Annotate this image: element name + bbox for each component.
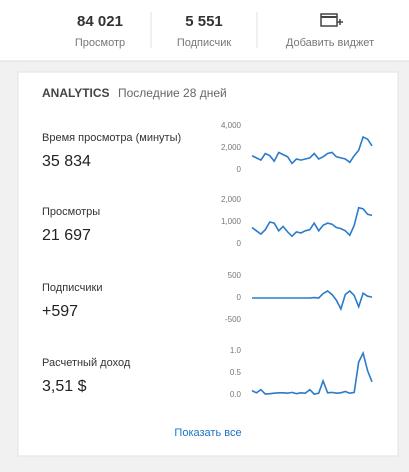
card-period: Последние 28 дней (118, 86, 227, 100)
y-tick-label: 0.0 (230, 390, 242, 399)
metric-value: 21 697 (42, 227, 91, 244)
sparkline (251, 206, 373, 238)
stat-label: Просмотр (75, 37, 125, 49)
stat-label: Подписчик (177, 37, 232, 49)
y-tick-label: 2,000 (221, 143, 242, 152)
metric-label: Время просмотра (минуты) (42, 132, 181, 144)
y-tick-label: 2,000 (221, 195, 242, 204)
widget-icon (337, 19, 343, 25)
stat-value: 5 551 (185, 13, 223, 30)
y-tick-label: 1,000 (221, 217, 242, 226)
add-widget[interactable]: Добавить виджет (286, 13, 374, 49)
y-tick-label: 500 (228, 271, 242, 280)
sparkline (252, 289, 373, 312)
sparkline (251, 350, 373, 395)
metric-label: Просмотры (42, 206, 100, 218)
show-all-link[interactable]: Показать все (174, 427, 241, 439)
add-widget-label[interactable]: Добавить виджет (286, 37, 374, 49)
y-tick-label: -500 (225, 315, 242, 324)
metric-value: 3,51 $ (42, 378, 87, 395)
widget-icon (320, 13, 338, 27)
card-title: ANALYTICS (42, 86, 110, 100)
metric-label: Подписчики (42, 282, 103, 294)
stat-value: 84 021 (77, 13, 123, 30)
y-tick-label: 4,000 (221, 121, 242, 130)
y-tick-label: 0 (237, 293, 242, 302)
y-tick-label: 0.5 (230, 368, 242, 377)
y-tick-label: 0 (237, 239, 242, 248)
metric-label: Расчетный доход (42, 357, 131, 369)
y-tick-label: 0 (237, 165, 242, 174)
sparkline (251, 135, 373, 165)
analytics-card (17, 71, 399, 457)
metric-value: +597 (42, 303, 78, 320)
stats-bar (0, 0, 409, 61)
y-tick-label: 1.0 (230, 346, 242, 355)
metric-value: 35 834 (42, 153, 91, 170)
